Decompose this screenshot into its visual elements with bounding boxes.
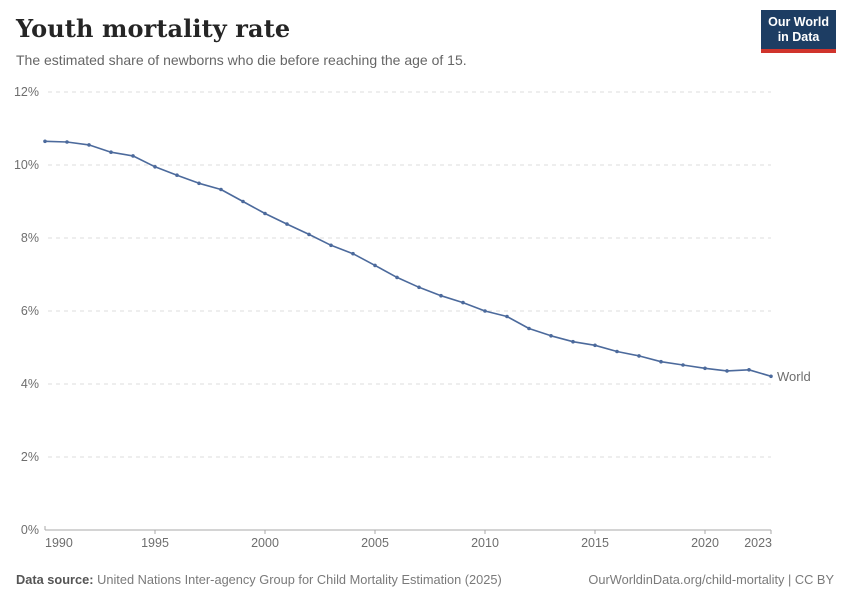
- page-title: Youth mortality rate: [16, 14, 291, 43]
- data-point[interactable]: [461, 300, 465, 305]
- owid-logo-text-line2: in Data: [777, 30, 820, 44]
- y-tick-label: 8%: [21, 231, 39, 245]
- data-source-label: Data source:: [16, 572, 94, 587]
- page-subtitle: The estimated share of newborns who die …: [16, 52, 467, 68]
- chart-region: 0% 2% 4% 6% 8% 10% 12% 1990 1995 2000 2005 2010 2015…: [0, 85, 850, 560]
- y-tick-label: 12%: [14, 85, 39, 99]
- data-point[interactable]: [769, 374, 773, 379]
- data-point[interactable]: [483, 309, 487, 313]
- owid-logo-text-line1: Our World: [768, 15, 829, 29]
- data-point[interactable]: [615, 349, 619, 354]
- data-point[interactable]: [527, 326, 531, 331]
- data-point[interactable]: [549, 334, 553, 338]
- data-point[interactable]: [747, 368, 751, 372]
- data-point[interactable]: [109, 150, 113, 154]
- data-point[interactable]: [351, 251, 355, 256]
- data-point[interactable]: [681, 363, 685, 367]
- x-tick-label: 2020: [691, 536, 719, 550]
- data-point[interactable]: [131, 154, 135, 158]
- data-point[interactable]: [43, 139, 47, 144]
- owid-logo[interactable]: Our World in Data: [761, 10, 836, 53]
- series-label: World: [777, 369, 811, 384]
- x-tick-label: 2023: [744, 536, 772, 550]
- data-point[interactable]: [65, 140, 69, 144]
- data-point[interactable]: [175, 173, 179, 177]
- data-source: Data source: United Nations Inter-agency…: [16, 572, 502, 587]
- x-tick-label: 1995: [141, 536, 169, 550]
- y-tick-label: 10%: [14, 158, 39, 172]
- footer: Data source: United Nations Inter-agency…: [16, 572, 834, 587]
- x-tick-label: 1990: [45, 536, 73, 550]
- credit-link[interactable]: OurWorldinData.org/child-mortality | CC …: [588, 572, 834, 587]
- data-point[interactable]: [219, 187, 223, 192]
- data-point[interactable]: [505, 314, 509, 319]
- x-tick-label: 2005: [361, 536, 389, 550]
- data-point[interactable]: [153, 165, 157, 169]
- data-point[interactable]: [439, 293, 443, 298]
- y-tick-label: 2%: [21, 450, 39, 464]
- data-point[interactable]: [285, 222, 289, 226]
- data-point[interactable]: [373, 263, 377, 268]
- data-point[interactable]: [329, 243, 333, 248]
- x-tick-label: 2000: [251, 536, 279, 550]
- data-point[interactable]: [637, 354, 641, 358]
- header: Youth mortality rate The estimated share…: [16, 14, 730, 69]
- trend-line[interactable]: [44, 140, 772, 378]
- x-tick-label: 2010: [471, 536, 499, 550]
- data-point[interactable]: [571, 339, 575, 344]
- data-point[interactable]: [87, 143, 91, 147]
- y-tick-label: 0%: [21, 523, 39, 537]
- y-tick-label: 4%: [21, 377, 39, 391]
- data-point[interactable]: [241, 199, 245, 204]
- line-chart[interactable]: 0% 2% 4% 6% 8% 10% 12% 1990 1995 2000 2005 2010 2015…: [0, 85, 850, 560]
- y-tick-label: 6%: [21, 304, 39, 318]
- data-point[interactable]: [659, 359, 663, 364]
- data-point[interactable]: [263, 211, 267, 216]
- data-point[interactable]: [725, 369, 729, 373]
- data-point[interactable]: [703, 366, 707, 371]
- data-point[interactable]: [197, 181, 201, 186]
- data-point[interactable]: [395, 275, 399, 280]
- data-point[interactable]: [307, 232, 311, 237]
- data-point[interactable]: [593, 343, 597, 348]
- data-source-text: United Nations Inter-agency Group for Ch…: [93, 572, 502, 587]
- data-point[interactable]: [417, 285, 421, 290]
- x-tick-label: 2015: [581, 536, 609, 550]
